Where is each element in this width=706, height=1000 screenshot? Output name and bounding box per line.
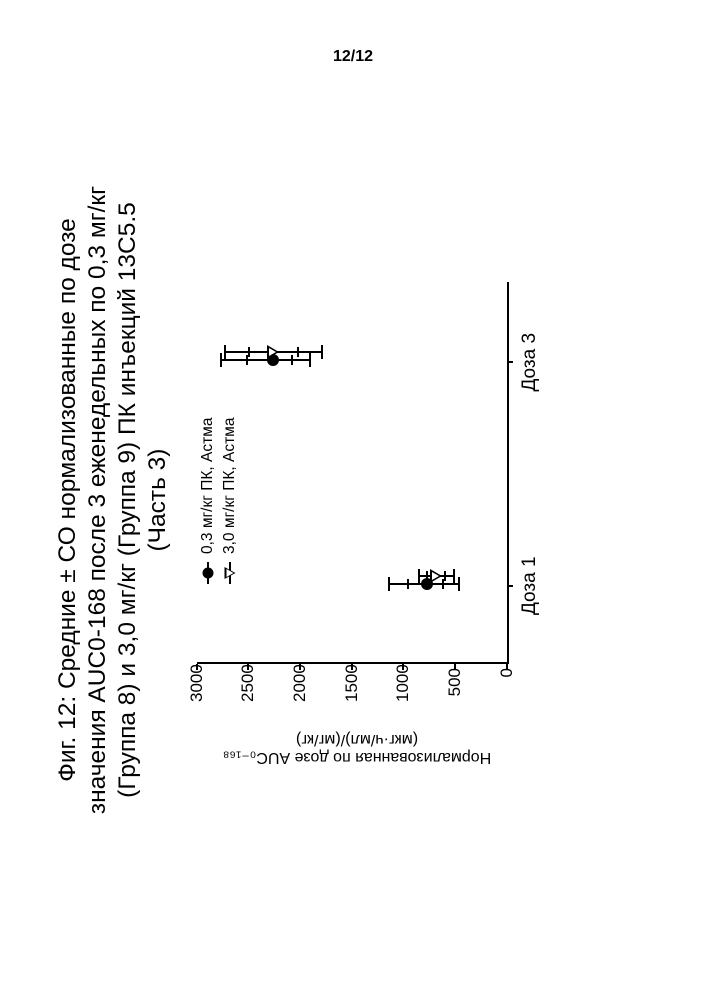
error-bar [221, 359, 310, 361]
x-tick-label: Доза 3 [519, 333, 541, 392]
y-tick-mark [351, 664, 353, 670]
rotated-stage: Фиг. 12: Средние ± СО нормализованные по… [43, 50, 663, 950]
y-axis-label: Нормализованная по дозе AUC₀₋₁₆₈ (мкг·ч/… [222, 729, 490, 766]
y-tick-label: 2000 [290, 668, 310, 702]
page: 12/12 Фиг. 12: Средние ± СО нормализован… [0, 0, 706, 1000]
y-tick-label: 500 [445, 668, 465, 702]
figure-title: Фиг. 12: Средние ± СО нормализованные по… [53, 100, 173, 900]
error-cap [407, 579, 409, 589]
y-tick-label: 1000 [393, 668, 413, 702]
legend-item: 3,0 мг/кг ПК, Астма [219, 418, 241, 584]
legend-label: 0,3 мг/кг ПК, Астма [196, 418, 219, 554]
plot-area [197, 282, 509, 664]
chart: Нормализованная по дозе AUC₀₋₁₆₈ (мкг·ч/… [187, 240, 567, 760]
legend-label: 3,0 мг/кг ПК, Астма [218, 418, 241, 554]
error-cap [426, 571, 428, 581]
error-cap [418, 569, 420, 583]
y-tick-label: 1500 [342, 668, 362, 702]
error-cap [321, 345, 323, 359]
legend-item: 0,3 мг/кг ПК, Астма [197, 418, 219, 584]
y-tick-mark [247, 664, 249, 670]
error-cap [297, 347, 299, 357]
y-tick-mark [506, 664, 508, 670]
x-tick-mark [507, 361, 513, 363]
error-cap [453, 569, 455, 583]
error-cap [248, 347, 250, 357]
y-tick-label: 3000 [187, 668, 207, 702]
y-tick-mark [299, 664, 301, 670]
x-tick-mark [507, 585, 513, 587]
error-cap [291, 355, 293, 365]
error-cap [220, 353, 222, 367]
error-cap [458, 577, 460, 591]
legend: 0,3 мг/кг ПК, Астма3,0 мг/кг ПК, Астма [197, 418, 241, 584]
data-point [430, 569, 442, 583]
error-cap [444, 571, 446, 581]
error-cap [388, 577, 390, 591]
error-cap [224, 345, 226, 359]
x-tick-label: Доза 1 [519, 556, 541, 615]
y-tick-mark [402, 664, 404, 670]
error-cap [309, 353, 311, 367]
data-point [267, 345, 279, 359]
y-tick-label: 2500 [238, 668, 258, 702]
y-tick-label: 0 [497, 668, 517, 702]
y-tick-mark [454, 664, 456, 670]
y-tick-mark [196, 664, 198, 670]
